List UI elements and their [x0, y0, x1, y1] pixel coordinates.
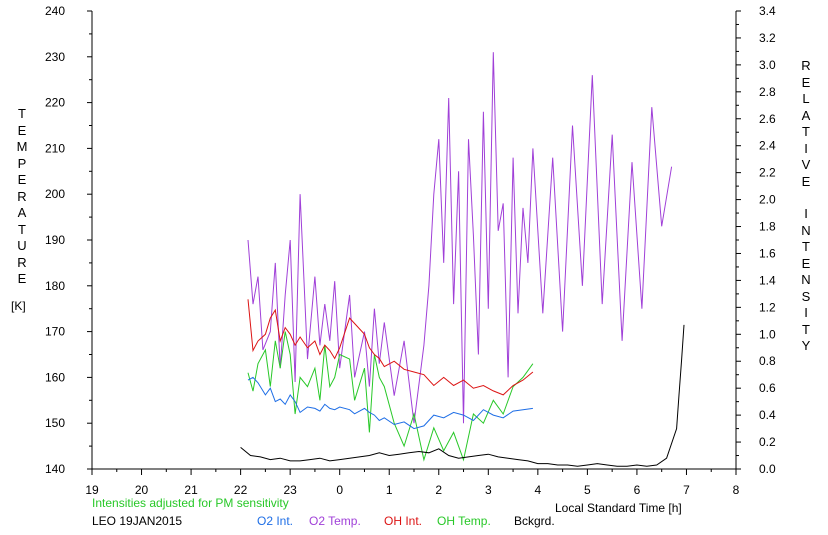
right-tick-label: 1.8	[759, 220, 776, 234]
x-tick-label: 22	[234, 483, 248, 497]
left-axis-unit: [K]	[11, 299, 26, 313]
x-tick-label: 8	[733, 483, 740, 497]
x-axis-label: Local Standard Time [h]	[555, 501, 682, 515]
legend-oh-temp: OH Temp.	[437, 514, 491, 528]
series-line-oh-temp	[247, 331, 534, 462]
x-tick-label: 0	[336, 483, 343, 497]
right-tick-label: 3.0	[759, 58, 776, 72]
left-tick-label: 240	[45, 4, 65, 18]
series-line-o2-temp	[247, 52, 673, 424]
x-tick-label: 3	[485, 483, 492, 497]
legend-o2-int: O2 Int.	[257, 514, 294, 528]
right-tick-label: 3.4	[759, 4, 776, 18]
right-tick-label: 0.4	[759, 408, 776, 422]
sensitivity-note: Intensities adjusted for PM sensitivity	[92, 496, 289, 510]
x-tick-label: 1	[386, 483, 393, 497]
right-tick-label: 1.2	[759, 300, 776, 314]
x-tick-label: 5	[584, 483, 591, 497]
left-tick-label: 230	[45, 50, 65, 64]
left-tick-label: 140	[45, 462, 65, 476]
x-tick-label: 21	[184, 483, 198, 497]
left-tick-label: 160	[45, 370, 65, 384]
x-tick-label: 20	[135, 483, 149, 497]
right-tick-label: 0.2	[759, 435, 776, 449]
right-tick-label: 3.2	[759, 31, 776, 45]
right-tick-label: 2.2	[759, 166, 776, 180]
right-tick-label: 1.0	[759, 327, 776, 341]
legend-oh-int: OH Int.	[384, 514, 423, 528]
x-tick-label: 4	[535, 483, 542, 497]
right-tick-label: 2.8	[759, 85, 776, 99]
left-tick-label: 150	[45, 416, 65, 430]
right-tick-label: 0.0	[759, 462, 776, 476]
series-line-o2-int	[247, 376, 533, 430]
x-tick-label: 6	[634, 483, 641, 497]
chart-caption: LEO 19JAN2015	[92, 514, 183, 528]
x-tick-label: 19	[85, 483, 99, 497]
x-tick-label: 23	[283, 483, 297, 497]
right-tick-label: 0.8	[759, 354, 776, 368]
right-tick-label: 1.4	[759, 273, 776, 287]
series-line-bckgrd	[240, 324, 685, 467]
series-layer	[240, 52, 685, 467]
left-tick-label: 190	[45, 233, 65, 247]
left-tick-label: 220	[45, 96, 65, 110]
right-tick-label: 0.6	[759, 381, 776, 395]
x-tick-label: 7	[683, 483, 690, 497]
ticks-layer: 1401501601701801902002102202302400.00.20…	[45, 4, 776, 497]
right-tick-label: 2.4	[759, 139, 776, 153]
axes-layer	[91, 11, 737, 470]
legend-bckgrd: Bckgrd.	[514, 514, 555, 528]
right-tick-label: 1.6	[759, 246, 776, 260]
right-tick-label: 2.0	[759, 193, 776, 207]
left-tick-label: 200	[45, 187, 65, 201]
right-tick-label: 2.6	[759, 112, 776, 126]
legend-o2-temp: O2 Temp.	[309, 514, 361, 528]
left-tick-label: 170	[45, 325, 65, 339]
series-line-oh-int	[247, 299, 534, 396]
left-tick-label: 180	[45, 279, 65, 293]
x-tick-label: 2	[435, 483, 442, 497]
left-tick-label: 210	[45, 141, 65, 155]
